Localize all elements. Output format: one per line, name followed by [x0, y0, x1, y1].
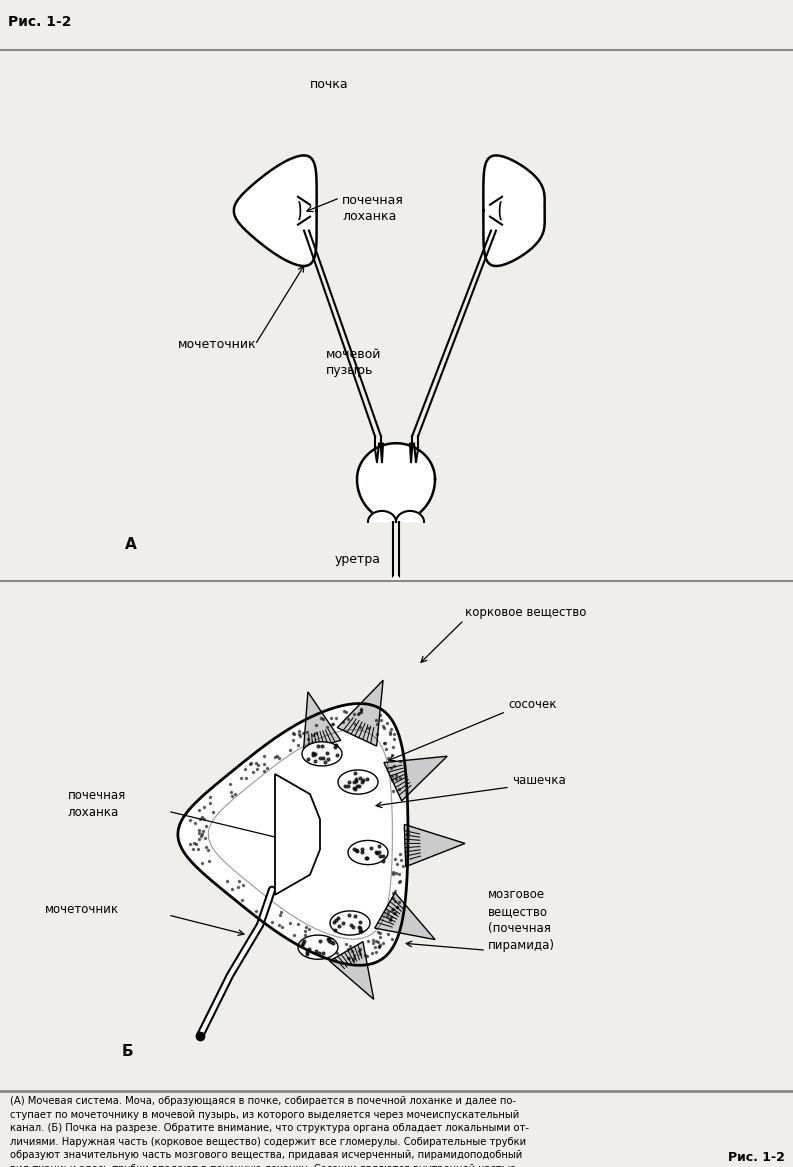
Text: Рис. 1-2: Рис. 1-2 [8, 15, 71, 29]
Text: корковое вещество: корковое вещество [465, 606, 586, 619]
Polygon shape [330, 911, 370, 935]
Text: мозговое
вещество
(почечная
пирамида): мозговое вещество (почечная пирамида) [488, 888, 555, 952]
Polygon shape [234, 155, 316, 266]
Text: мочеточник: мочеточник [45, 903, 119, 916]
Text: Рис. 1-2: Рис. 1-2 [728, 1151, 785, 1163]
Polygon shape [302, 742, 342, 766]
Text: (А) Мочевая система. Моча, образующаяся в почке, собирается в почечной лоханке и: (А) Мочевая система. Моча, образующаяся … [10, 1096, 528, 1167]
Polygon shape [357, 443, 435, 522]
Polygon shape [298, 935, 338, 959]
Polygon shape [338, 770, 378, 794]
Polygon shape [275, 774, 320, 895]
Polygon shape [337, 680, 383, 746]
Text: почечная
лоханка: почечная лоханка [68, 789, 126, 819]
Polygon shape [404, 824, 465, 867]
Text: чашечка: чашечка [512, 774, 565, 787]
Polygon shape [178, 704, 408, 965]
Polygon shape [368, 511, 396, 522]
Polygon shape [348, 840, 388, 865]
Polygon shape [384, 756, 447, 801]
Polygon shape [330, 942, 374, 999]
Text: А: А [125, 537, 136, 552]
Circle shape [393, 576, 399, 582]
Text: почечная
лоханка: почечная лоханка [342, 194, 404, 223]
Text: уретра: уретра [335, 553, 381, 566]
Text: мочевой
пузырь: мочевой пузырь [326, 348, 381, 377]
Polygon shape [304, 692, 341, 750]
Polygon shape [375, 893, 435, 939]
Text: Б: Б [122, 1044, 134, 1058]
Text: почка: почка [310, 78, 349, 91]
Polygon shape [396, 511, 424, 522]
Polygon shape [483, 155, 545, 266]
Text: сосочек: сосочек [508, 699, 557, 712]
Text: мочеточник: мочеточник [178, 338, 257, 351]
